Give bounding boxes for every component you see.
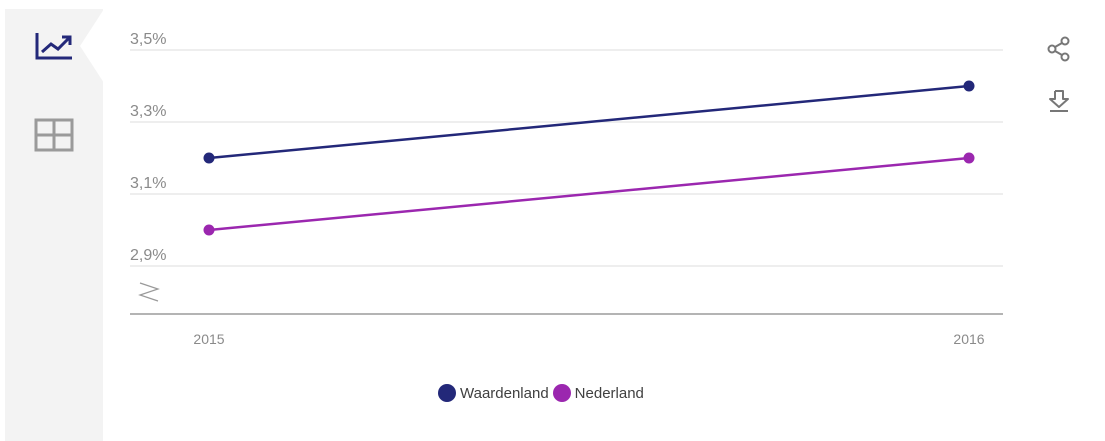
line-chart-icon xyxy=(35,33,72,60)
legend-swatch xyxy=(552,384,571,402)
y-tick-label: 3,5% xyxy=(130,31,166,48)
series-line-nederland xyxy=(208,156,970,232)
data-point xyxy=(203,152,215,164)
chart-actions xyxy=(1035,33,1075,137)
download-button[interactable] xyxy=(1043,85,1075,117)
series-line-waardenland xyxy=(208,84,970,160)
legend-label: Nederland xyxy=(574,384,644,402)
chart-legend: Waardenland Nederland xyxy=(0,384,1105,408)
table-icon xyxy=(34,118,74,152)
data-point xyxy=(203,224,215,236)
share-icon xyxy=(1047,36,1070,62)
share-button[interactable] xyxy=(1043,33,1075,65)
tab-table-view[interactable] xyxy=(5,98,103,172)
legend-swatch xyxy=(438,384,456,402)
data-point xyxy=(963,152,975,164)
legend-item[interactable]: Waardenland xyxy=(438,384,549,402)
x-tick-label: 2015 xyxy=(193,331,224,347)
y-tick-label: 3,3% xyxy=(130,103,166,120)
legend-item[interactable]: Nederland xyxy=(552,384,644,402)
y-tick-label: 3,1% xyxy=(130,175,166,192)
legend-label: Waardenland xyxy=(460,384,549,402)
data-point xyxy=(963,80,975,92)
download-icon xyxy=(1049,90,1069,112)
x-tick-label: 2016 xyxy=(953,331,984,347)
active-tab-pointer xyxy=(80,9,104,83)
axis-break-icon xyxy=(138,282,160,302)
y-tick-label: 2,9% xyxy=(130,247,166,264)
